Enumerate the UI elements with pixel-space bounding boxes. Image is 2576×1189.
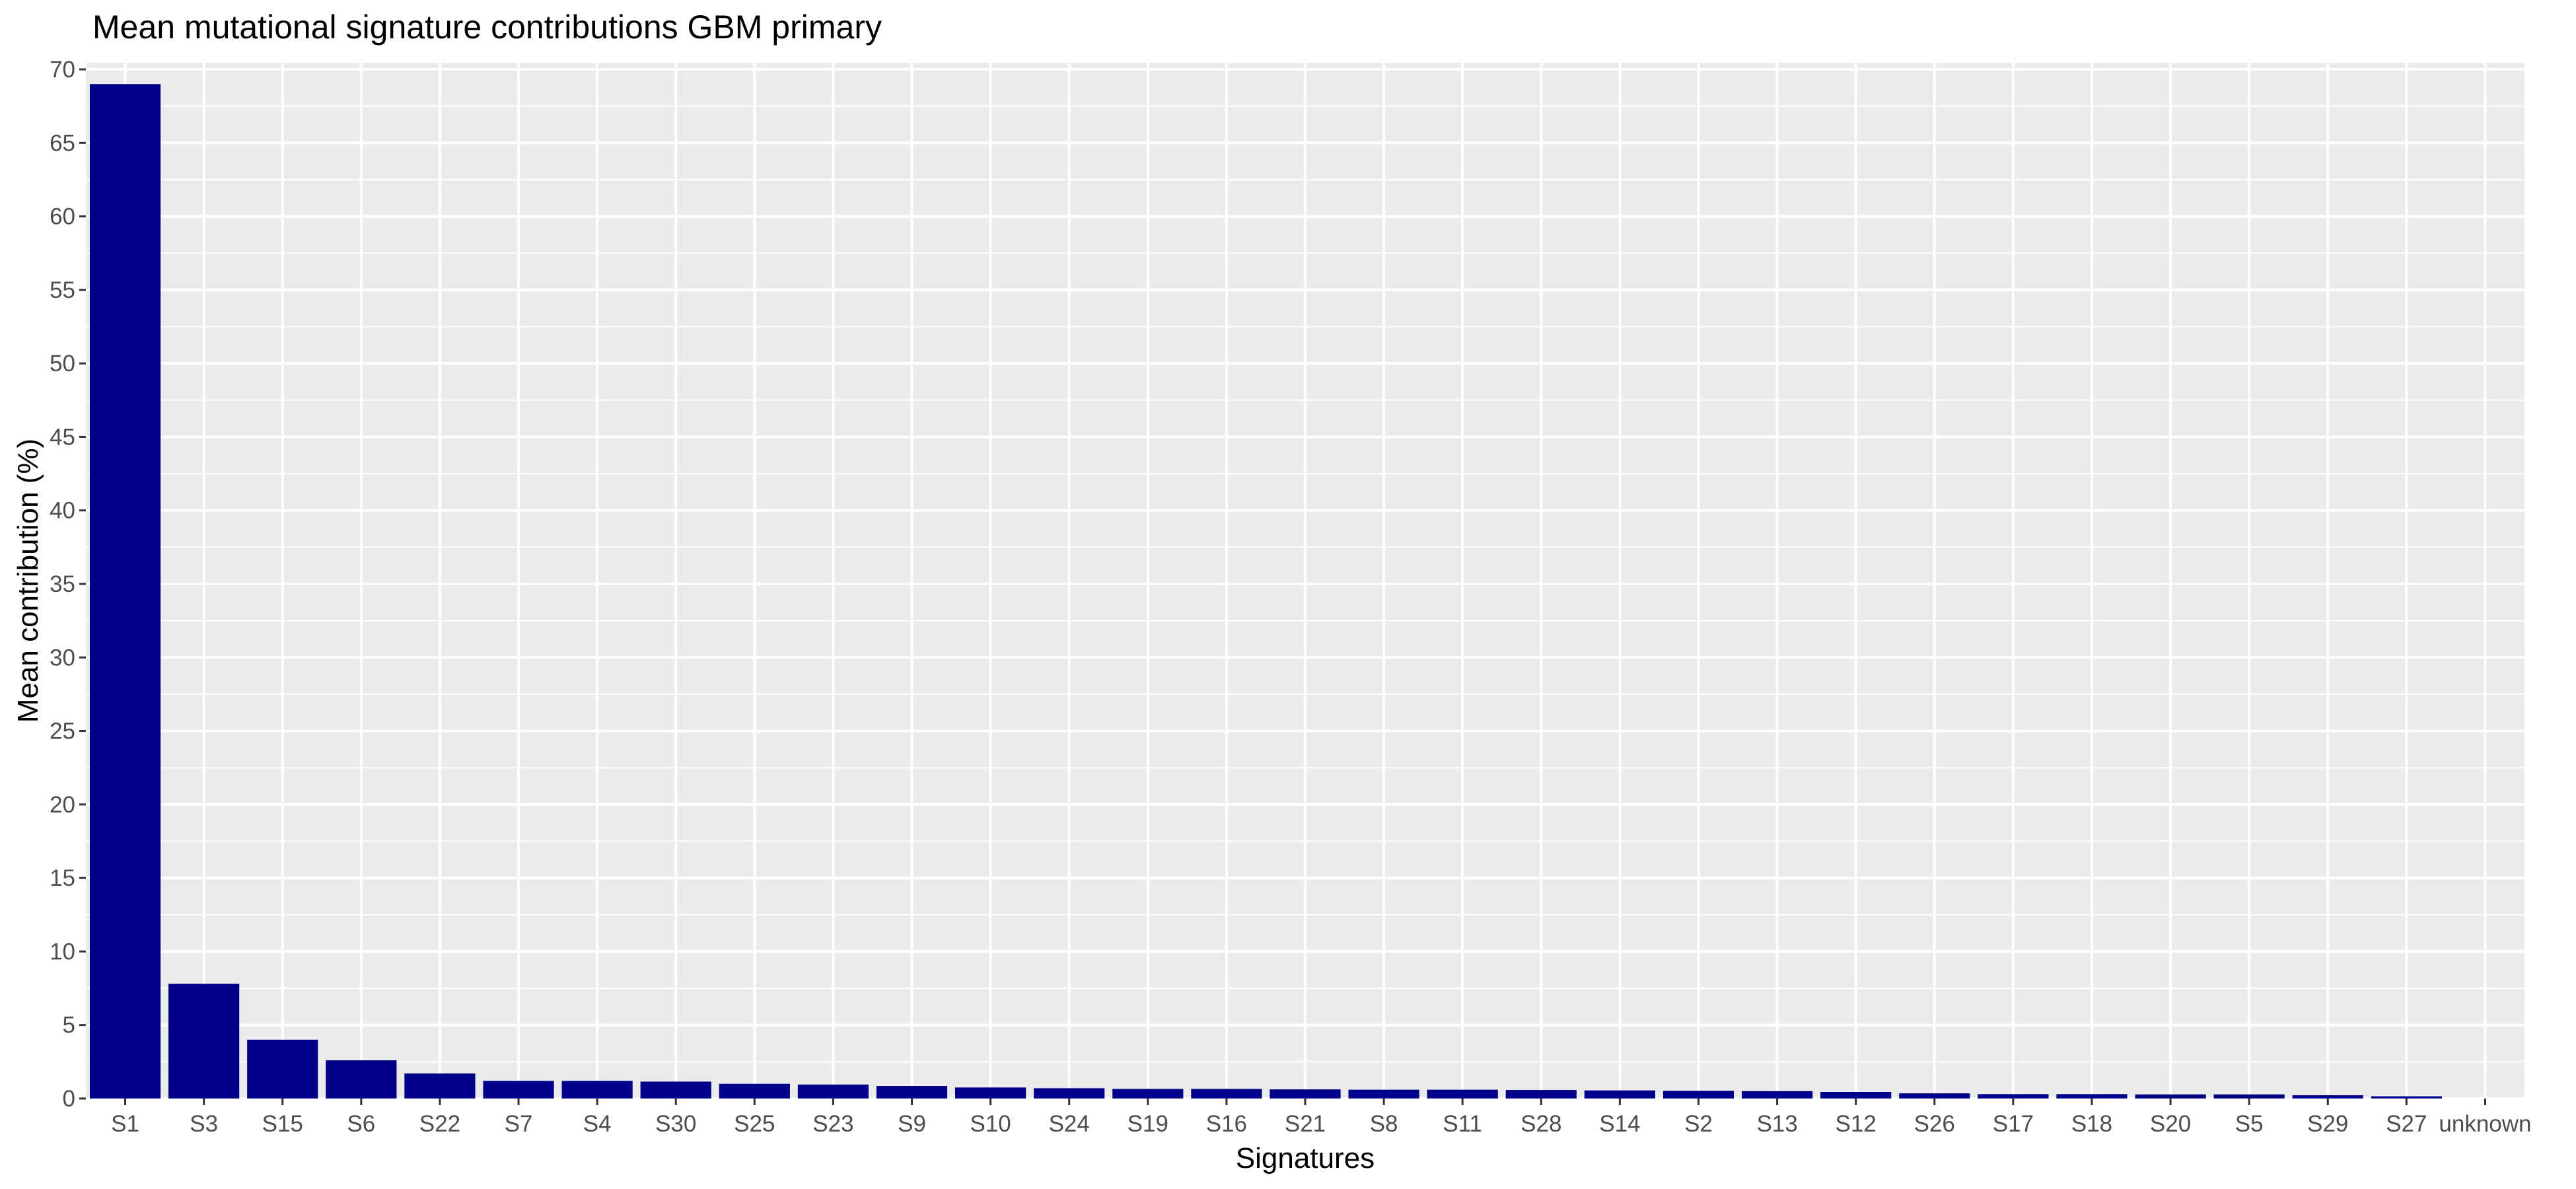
y-tick-label: 70 xyxy=(50,57,75,83)
bar-S22 xyxy=(404,1073,476,1099)
bar-S18 xyxy=(2056,1094,2128,1099)
bar-S15 xyxy=(247,1039,318,1099)
bar-S3 xyxy=(168,984,240,1099)
y-tick-label: 50 xyxy=(50,351,75,377)
chart-title: Mean mutational signature contributions … xyxy=(92,9,882,46)
bar-S29 xyxy=(2292,1095,2363,1099)
y-tick-label: 30 xyxy=(50,645,75,670)
bar-S30 xyxy=(640,1081,711,1099)
major-gridlines-x xyxy=(124,63,2487,1099)
bar-S1 xyxy=(89,84,161,1099)
x-tick-label: S19 xyxy=(1127,1111,1168,1137)
y-tick-label: 55 xyxy=(50,277,75,303)
x-tick-label: S30 xyxy=(655,1111,696,1137)
bar-series xyxy=(89,84,2442,1099)
bar-S16 xyxy=(1191,1089,1262,1099)
y-axis: 0 5 10 15 20 25 30 35 40 45 50 55 60 65 70 xyxy=(50,57,86,1112)
bar-S11 xyxy=(1427,1089,1498,1099)
x-tick-label: S22 xyxy=(419,1111,460,1137)
x-tick-label: S10 xyxy=(970,1111,1011,1137)
x-tick-label: S14 xyxy=(1599,1111,1640,1137)
bar-S17 xyxy=(1978,1094,2049,1099)
bar-S12 xyxy=(1820,1091,1892,1099)
bar-S2 xyxy=(1663,1091,1735,1099)
y-tick-label: 45 xyxy=(50,424,75,450)
x-axis-title: Signatures xyxy=(1236,1142,1375,1174)
bar-S19 xyxy=(1112,1089,1184,1099)
bar-S7 xyxy=(483,1081,554,1099)
bar-S4 xyxy=(561,1081,633,1099)
x-tick-label: S2 xyxy=(1684,1111,1713,1137)
y-tick-label: 60 xyxy=(50,204,75,230)
bar-S9 xyxy=(876,1086,948,1099)
bar-S25 xyxy=(719,1083,790,1099)
y-tick-label: 65 xyxy=(50,130,75,156)
x-tick-label: S7 xyxy=(505,1111,533,1137)
x-tick-label: S13 xyxy=(1756,1111,1797,1137)
x-tick-label: S29 xyxy=(2307,1111,2348,1137)
y-tick-label: 20 xyxy=(50,792,75,818)
bar-S14 xyxy=(1584,1090,1655,1099)
x-tick-label: S17 xyxy=(1993,1111,2034,1137)
bar-S5 xyxy=(2213,1094,2285,1099)
x-tick-label: S25 xyxy=(734,1111,775,1137)
x-axis: S1 S3 S15 S6 S22 S7 S4 S30 S25 S23 S9 S10 S24 S19 S16 S… xyxy=(111,1099,2532,1137)
x-tick-label: S18 xyxy=(2071,1111,2112,1137)
y-axis-title: Mean contribution (%) xyxy=(12,439,44,723)
x-tick-label: S8 xyxy=(1370,1111,1398,1137)
x-tick-label: S26 xyxy=(1914,1111,1955,1137)
x-tick-label: S20 xyxy=(2150,1111,2191,1137)
x-tick-label: S9 xyxy=(898,1111,926,1137)
y-tick-label: 0 xyxy=(63,1086,75,1112)
x-tick-label: S23 xyxy=(812,1111,853,1137)
x-tick-label: S21 xyxy=(1285,1111,1326,1137)
x-tick-label: S16 xyxy=(1206,1111,1247,1137)
x-tick-label: S4 xyxy=(583,1111,612,1137)
x-tick-label: S27 xyxy=(2386,1111,2427,1137)
y-tick-label: 25 xyxy=(50,719,75,744)
x-tick-label: S11 xyxy=(1443,1111,1482,1137)
x-tick-label: S28 xyxy=(1521,1111,1561,1137)
x-tick-label: S12 xyxy=(1836,1111,1877,1137)
bar-S13 xyxy=(1741,1091,1813,1099)
bar-S26 xyxy=(1899,1093,1970,1099)
y-tick-label: 10 xyxy=(50,939,75,964)
x-tick-label: S1 xyxy=(111,1111,139,1137)
x-tick-label: S6 xyxy=(347,1111,375,1137)
x-tick-label: S24 xyxy=(1049,1111,1090,1137)
bar-S6 xyxy=(326,1060,397,1099)
bar-S24 xyxy=(1034,1088,1105,1099)
y-tick-label: 5 xyxy=(63,1013,75,1038)
bar-S28 xyxy=(1505,1090,1577,1099)
x-tick-label: S3 xyxy=(190,1111,218,1137)
bar-S27 xyxy=(2371,1096,2442,1099)
bar-S8 xyxy=(1348,1089,1419,1099)
bar-S10 xyxy=(955,1087,1026,1099)
x-tick-label: unknown xyxy=(2439,1111,2531,1137)
bar-S20 xyxy=(2135,1094,2206,1099)
y-tick-label: 40 xyxy=(50,498,75,524)
y-tick-label: 15 xyxy=(50,865,75,891)
bar-S21 xyxy=(1270,1089,1341,1099)
y-tick-label: 35 xyxy=(50,571,75,597)
bar-S23 xyxy=(797,1084,869,1099)
x-tick-label: S5 xyxy=(2235,1111,2264,1137)
x-tick-label: S15 xyxy=(262,1111,303,1137)
